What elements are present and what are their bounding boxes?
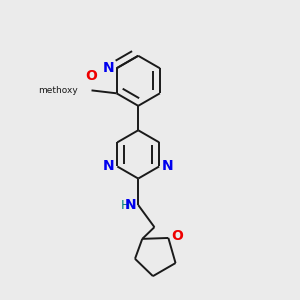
Text: N: N bbox=[103, 61, 114, 75]
Text: O: O bbox=[85, 69, 98, 83]
Text: N: N bbox=[162, 160, 174, 173]
Text: N: N bbox=[103, 160, 114, 173]
Text: H: H bbox=[121, 199, 130, 212]
Text: methoxy: methoxy bbox=[38, 86, 78, 95]
Text: O: O bbox=[171, 230, 183, 244]
Text: N: N bbox=[125, 198, 137, 212]
